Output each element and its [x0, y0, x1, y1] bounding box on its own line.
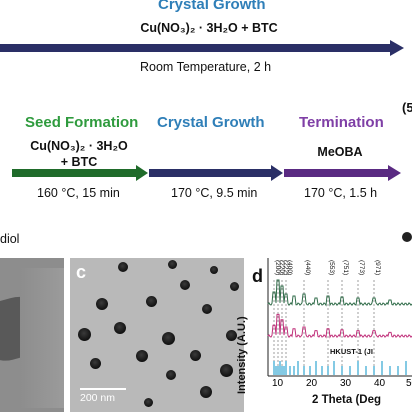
row1-title: Crystal Growth [158, 0, 266, 13]
hkl-label: (400) [286, 260, 293, 275]
seed-formula-line2: + BTC [60, 155, 98, 169]
edge-mark [402, 232, 412, 242]
hkl-label: (553) [328, 260, 335, 275]
left-label: diol [0, 232, 20, 246]
tem-image-left [0, 258, 64, 412]
pxrd-plot: (200)(220)(222)(400) (440) (553) (751) (773)… [267, 258, 412, 377]
row1-condition: Room Temperature, 2 h [140, 60, 272, 74]
termination-title: Termination [299, 114, 384, 131]
seed-arrow [12, 169, 138, 177]
row1-formula: Cu(NO₃)₂ · 3H₂O + BTC [140, 21, 278, 35]
growth-arrow [149, 169, 273, 177]
side-mark: (5 [402, 100, 412, 115]
growth-condition: 170 °C, 9.5 min [171, 186, 258, 200]
x-tick-20: 20 [306, 378, 318, 389]
seed-condition: 160 °C, 15 min [37, 186, 120, 200]
trace-top [267, 279, 412, 307]
hkl-label: (971) [374, 260, 381, 275]
hkl-label: (220) [278, 260, 285, 275]
row2-arrows [12, 165, 401, 181]
hkl-label: (200) [274, 260, 281, 275]
panel-d-ylabel: Intensity (A.U.) [236, 316, 248, 394]
hkl-label: (751) [342, 260, 349, 275]
hkl-label: (773) [358, 260, 365, 275]
panel-d-xlabel: 2 Theta (Deg [312, 394, 382, 406]
trace-middle [267, 313, 412, 339]
x-tick-50: 50 [406, 378, 412, 389]
panel-d-letter: d [252, 266, 263, 286]
tem-image-c: c 200 nm [70, 258, 244, 412]
reference-label: HKUST-1 (JI [330, 347, 373, 356]
termination-formula: MeOBA [317, 145, 363, 159]
x-tick-40: 40 [374, 378, 386, 389]
panel-c-letter: c [76, 262, 87, 282]
x-tick-row: 10 20 30 40 50 [266, 378, 412, 390]
row1-arrow [0, 40, 404, 56]
x-tick-10: 10 [272, 378, 284, 389]
termination-condition: 170 °C, 1.5 h [304, 186, 378, 200]
crystal-growth-title: Crystal Growth [157, 114, 265, 131]
x-tick-30: 30 [340, 378, 352, 389]
scale-bar-label: 200 nm [80, 392, 116, 404]
hkl-label: (222) [282, 260, 289, 275]
seed-formula-line1: Cu(NO₃)₂ · 3H₂O [30, 139, 128, 153]
termination-arrow [284, 169, 390, 177]
hkl-label: (440) [304, 260, 311, 275]
seed-formation-title: Seed Formation [25, 114, 139, 131]
scale-bar [80, 388, 126, 390]
